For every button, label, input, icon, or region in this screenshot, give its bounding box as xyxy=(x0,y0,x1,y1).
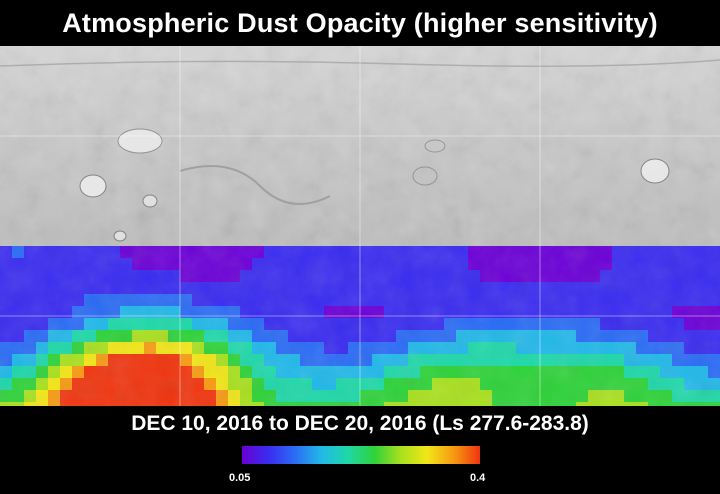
colorbar-max-label: 0.4 xyxy=(470,472,486,484)
date-range-label: DEC 10, 2016 to DEC 20, 2016 (Ls 277.6-2… xyxy=(131,412,589,435)
graticule xyxy=(0,46,720,406)
map-title: Atmospheric Dust Opacity (higher sensiti… xyxy=(62,7,658,38)
colorbar-gradient xyxy=(242,446,480,464)
map-canvas xyxy=(0,46,720,406)
colorbar-min-label: 0.05 xyxy=(229,472,251,484)
colorbar xyxy=(242,446,480,464)
terrain-features xyxy=(0,59,720,242)
mars-dust-opacity-map xyxy=(0,46,720,406)
